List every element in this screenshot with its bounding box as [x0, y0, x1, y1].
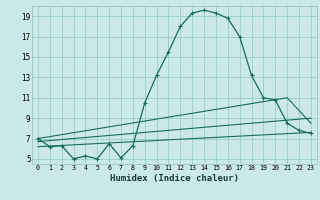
X-axis label: Humidex (Indice chaleur): Humidex (Indice chaleur): [110, 174, 239, 183]
